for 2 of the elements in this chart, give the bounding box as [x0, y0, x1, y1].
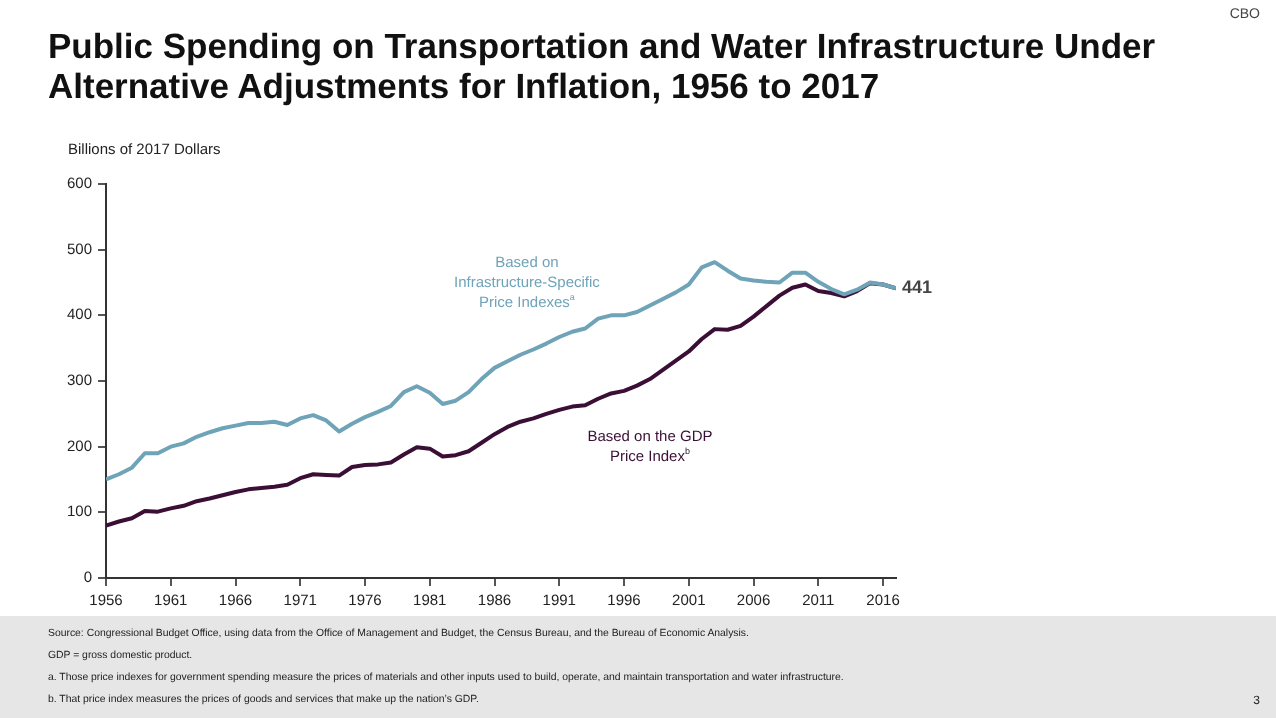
chart-title: Public Spending on Transportation and Water Infrastructure Under Alternative Adjustments for Inflation, 1956 to 2017	[48, 26, 1158, 106]
annotation: 441	[902, 277, 933, 298]
